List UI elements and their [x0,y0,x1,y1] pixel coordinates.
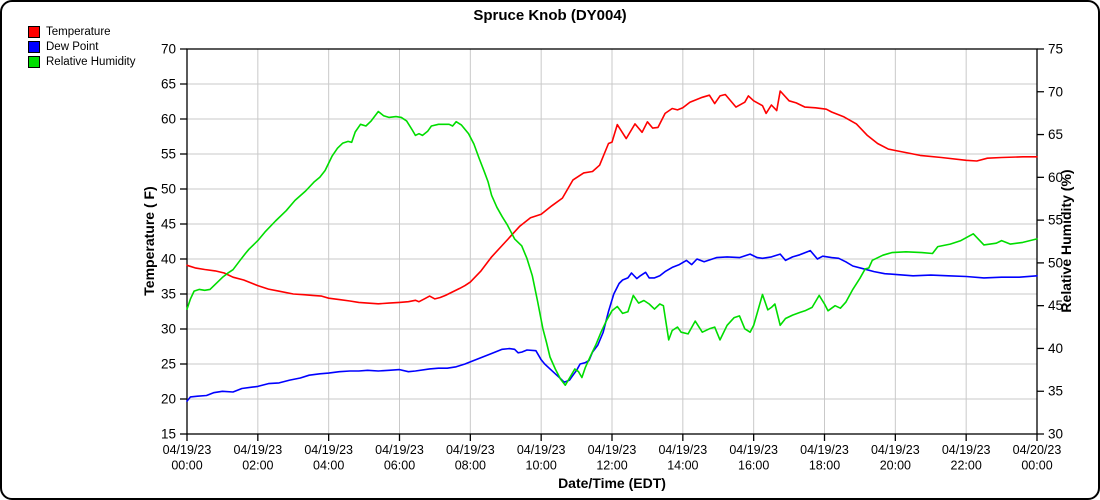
x-axis-tick-label: 04/19/23 02:00 [233,443,282,473]
gridlines [186,48,1038,435]
x-axis-title: Date/Time (EDT) [558,475,666,491]
left-axis-tick-label: 60 [161,112,176,127]
left-axis-tick-label: 40 [161,252,176,267]
relative-humidity-swatch [28,56,40,68]
legend-label-temperature: Temperature [46,26,111,38]
left-axis-tick-label: 65 [161,77,176,92]
tick-marks [180,48,1044,441]
right-axis-tick-label: 60 [1048,170,1063,185]
x-axis-tick-label: 04/19/23 12:00 [588,443,637,473]
left-axis-tick-label: 25 [161,357,176,372]
right-axis-tick-label: 50 [1048,255,1063,270]
x-axis-tick-label: 04/20/23 00:00 [1013,443,1062,473]
legend-item-temperature: Temperature [28,26,135,38]
right-axis-tick-label: 30 [1048,427,1063,442]
left-axis-tick-label: 45 [161,217,176,232]
left-axis-tick-label: 15 [161,427,176,442]
right-axis-tick-label: 40 [1048,341,1063,356]
x-axis-tick-label: 04/19/23 20:00 [871,443,920,473]
right-axis-tick-label: 35 [1048,384,1063,399]
left-axis-tick-label: 35 [161,287,176,302]
left-axis-tick-label: 70 [161,42,176,57]
x-axis-tick-label: 04/19/23 10:00 [517,443,566,473]
legend-item-dew-point: Dew Point [28,41,135,53]
legend: Temperature Dew Point Relative Humidity [28,26,135,68]
legend-label-relative-humidity: Relative Humidity [46,56,136,68]
dew-point-swatch [28,41,40,53]
x-axis-tick-label: 04/19/23 18:00 [800,443,849,473]
legend-label-dew-point: Dew Point [46,41,99,53]
relative-humidity-line [186,110,1038,387]
left-axis-tick-label: 30 [161,322,176,337]
left-axis-title: Temperature ( F) [141,186,157,295]
x-axis-tick-label: 04/19/23 22:00 [942,443,991,473]
right-axis-tick-label: 70 [1048,84,1063,99]
right-axis-tick-label: 55 [1048,213,1063,228]
x-axis-tick-label: 04/19/23 08:00 [446,443,495,473]
x-axis-tick-label: 04/19/23 00:00 [163,443,212,473]
right-axis-title: Relative Humidity (%) [1058,169,1074,312]
x-axis-tick-label: 04/19/23 16:00 [729,443,778,473]
temperature-line [186,90,1038,305]
left-axis-tick-label: 20 [161,392,176,407]
x-axis-tick-label: 04/19/23 14:00 [658,443,707,473]
left-axis-tick-label: 55 [161,147,176,162]
right-axis-tick-label: 75 [1048,42,1063,57]
x-axis-tick-label: 04/19/23 06:00 [375,443,424,473]
x-axis-tick-label: 04/19/23 04:00 [304,443,353,473]
left-axis-tick-label: 50 [161,182,176,197]
temperature-swatch [28,26,40,38]
legend-item-relative-humidity: Relative Humidity [28,56,135,68]
chart-title: Spruce Knob (DY004) [473,7,627,24]
right-axis-tick-label: 65 [1048,127,1063,142]
right-axis-tick-label: 45 [1048,298,1063,313]
